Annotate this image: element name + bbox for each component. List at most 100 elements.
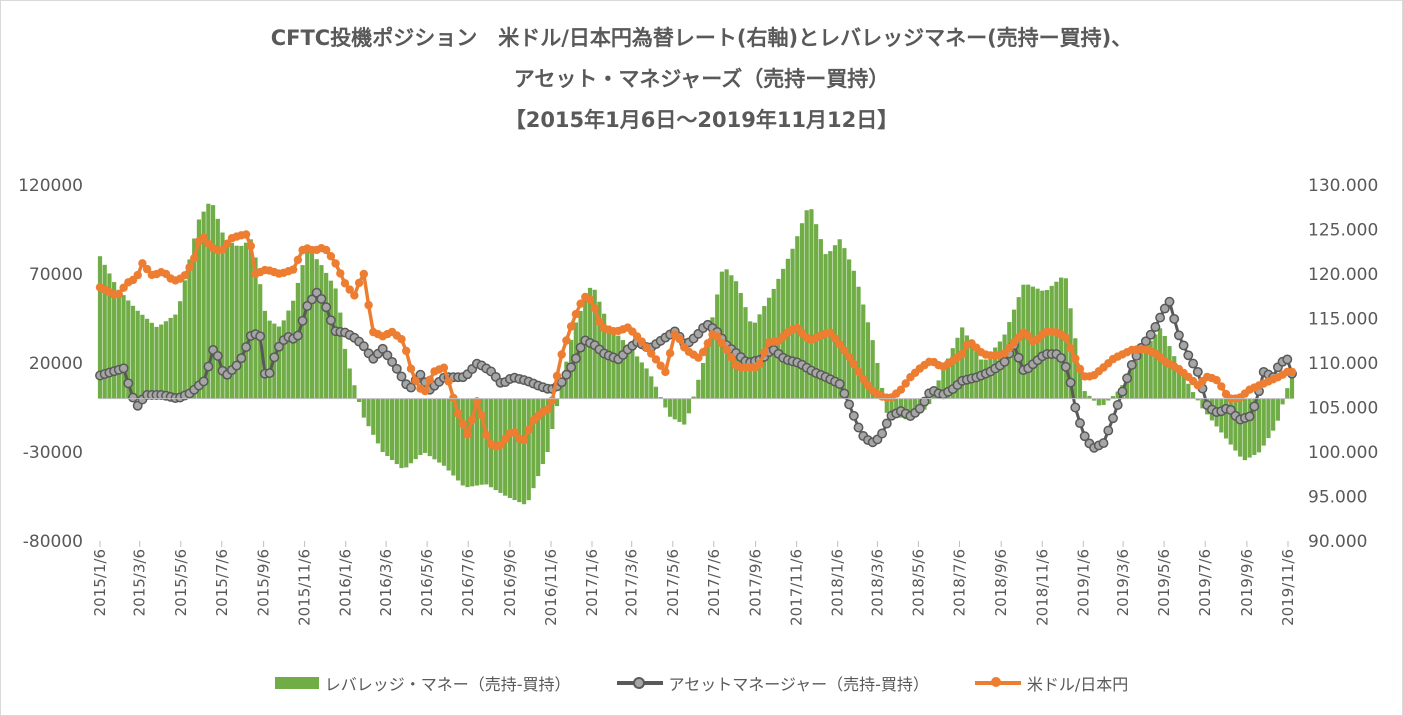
bar-leveraged-money [1285, 388, 1290, 399]
bar-leveraged-money [1077, 368, 1083, 399]
bar-leveraged-money [1247, 398, 1252, 458]
series-point [698, 348, 708, 357]
bar-leveraged-money [460, 398, 465, 486]
bar-leveraged-money [262, 310, 268, 399]
series-point [212, 350, 223, 361]
series-point [881, 418, 892, 429]
legend-item-asset-manager: アセットマネージャー（売持-買持） [616, 671, 929, 695]
series-point [694, 353, 703, 362]
bar-leveraged-money [366, 398, 371, 427]
series-point [289, 265, 298, 274]
bar-leveraged-money [432, 398, 437, 460]
chart-title: CFTC投機ポジション 米ドル/日本円為替レート(右軸)とレバレッジマネー(売持… [0, 18, 1403, 141]
series-point [999, 356, 1010, 367]
bar-leveraged-money [1186, 383, 1191, 399]
bar-leveraged-money [314, 259, 319, 399]
series-point [1075, 364, 1085, 374]
bar-leveraged-money [832, 245, 838, 399]
series-point [180, 271, 189, 280]
axes: 120000 70000 20000 -30000 -80000 130.000 125.0… [18, 176, 1378, 626]
series-point [1173, 330, 1184, 341]
series-point [331, 259, 340, 268]
x-tick-label: 2018/7/6 [951, 549, 969, 616]
title-line-1: CFTC投機ポジション 米ドル/日本円為替レート(右軸)とレバレッジマネー(売持… [270, 26, 1133, 50]
series-point [293, 255, 303, 264]
series-point [458, 419, 467, 429]
bar-leveraged-money [856, 286, 861, 399]
bar-leveraged-money [700, 363, 706, 399]
bar-leveraged-money [1289, 371, 1295, 399]
bar-leveraged-money [159, 324, 164, 399]
bar-leveraged-money [149, 322, 154, 399]
bar-leveraged-money [738, 293, 743, 399]
bar-leveraged-money [342, 348, 348, 399]
bar-leveraged-money [168, 317, 173, 399]
series-point [642, 343, 651, 352]
bar-leveraged-money [187, 259, 192, 399]
left-tick-label: -80000 [23, 532, 83, 552]
series-point [119, 283, 128, 292]
bar-leveraged-money [847, 259, 852, 399]
bar-leveraged-money [1162, 336, 1167, 399]
series-point [1287, 367, 1297, 377]
series-point [590, 304, 599, 313]
bar-leveraged-money [140, 314, 145, 399]
bar-leveraged-money [1233, 398, 1238, 451]
series-point [1244, 411, 1255, 422]
series-point [1126, 359, 1137, 370]
series-point [402, 346, 411, 356]
bar-leveraged-money [1266, 398, 1271, 439]
bar-leveraged-money [163, 321, 169, 399]
series-point [138, 259, 147, 268]
series-point [1183, 350, 1194, 361]
series-point [722, 345, 731, 354]
right-tick-label: 120.000 [1308, 265, 1378, 285]
bar-leveraged-money [1176, 366, 1182, 399]
series-point [1145, 329, 1156, 340]
bar-leveraged-money [550, 398, 555, 430]
bar-leveraged-money [1101, 398, 1106, 405]
left-tick-label: 70000 [29, 265, 83, 285]
series-point [1013, 352, 1024, 363]
bar-leveraged-money [696, 379, 701, 399]
bar-leveraged-money [1172, 356, 1177, 399]
legend-swatch-asset-line [616, 677, 663, 689]
bar-leveraged-money [441, 398, 447, 466]
series-point [185, 263, 194, 272]
series-point [292, 330, 303, 341]
bar-leveraged-money [276, 326, 282, 399]
series-point [190, 254, 199, 263]
series-point [415, 369, 426, 380]
bar-leveraged-money [889, 398, 894, 415]
bar-leveraged-money [206, 203, 211, 399]
series-point [477, 411, 486, 420]
bar-leveraged-money [1195, 398, 1200, 401]
series-point [561, 369, 572, 380]
bar-leveraged-money [828, 251, 833, 399]
right-tick-label: 90.000 [1308, 532, 1367, 552]
series-point [570, 353, 581, 364]
bar-leveraged-money [177, 301, 183, 399]
series-point [468, 415, 477, 425]
x-tick-label: 2016/7/6 [459, 549, 477, 616]
bar-leveraged-money [408, 398, 414, 464]
series-point [1056, 352, 1067, 363]
x-tick-label: 2018/5/6 [909, 549, 927, 616]
bar-leveraged-money [1190, 392, 1196, 399]
bar-leveraged-money [809, 209, 814, 399]
series-point [863, 381, 873, 390]
bar-leveraged-money [1139, 353, 1144, 399]
bar-leveraged-money [1280, 398, 1285, 405]
bar-leveraged-money [375, 398, 381, 444]
bar-leveraged-money [1110, 396, 1116, 399]
bar-leveraged-money [470, 398, 475, 487]
bar-leveraged-money [479, 398, 484, 485]
series-point [444, 377, 453, 386]
bar-leveraged-money [319, 265, 324, 399]
series-point [552, 371, 562, 381]
x-tick-label: 2015/9/6 [255, 549, 273, 616]
bar-leveraged-money [955, 337, 960, 399]
series-point [848, 410, 859, 421]
bar-leveraged-money [380, 398, 385, 452]
series-point [1071, 354, 1080, 363]
